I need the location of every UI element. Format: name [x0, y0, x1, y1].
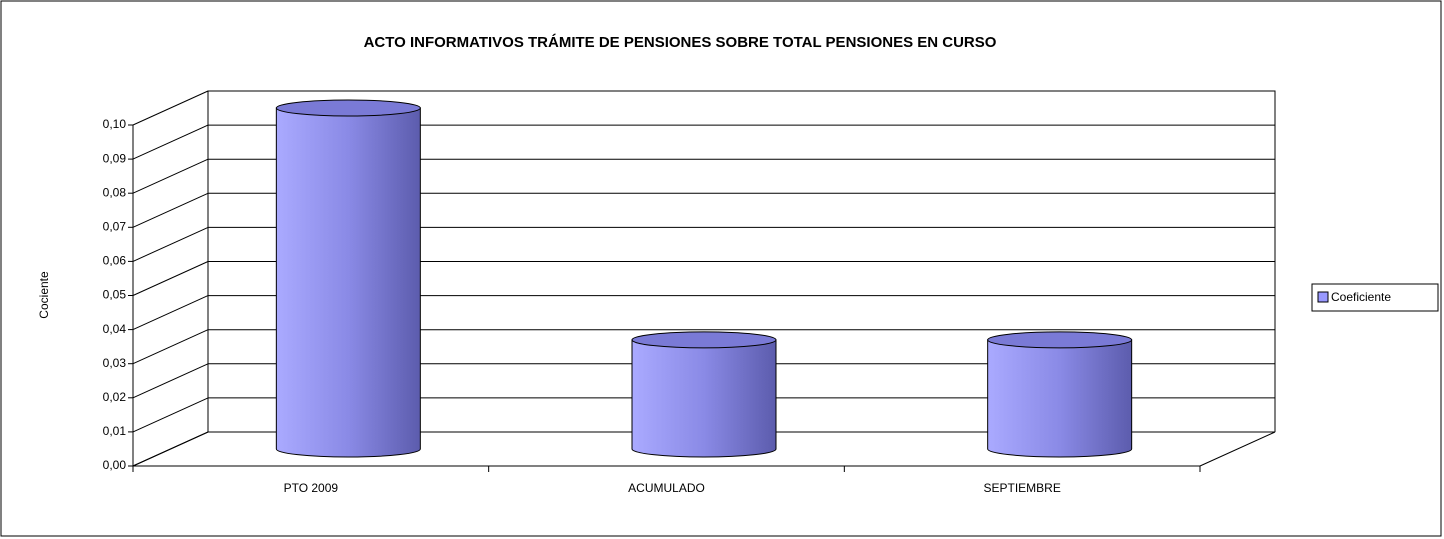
- grid-line-side: [132, 397, 209, 433]
- grid-line-side: [132, 158, 209, 194]
- legend-box: [1311, 283, 1439, 312]
- grid-line-side: [132, 192, 209, 228]
- y-tick-label: 0,00: [103, 458, 127, 472]
- cylinder-body: [987, 339, 1133, 458]
- x-tick-label: ACUMULADO: [628, 481, 705, 495]
- y-tick-label: 0,04: [103, 322, 127, 336]
- grid-line-side: [132, 431, 209, 467]
- grid-line-side: [132, 90, 209, 126]
- grid-line-side: [132, 329, 209, 365]
- grid-line-side: [132, 124, 209, 160]
- cylinder-body: [631, 339, 777, 458]
- y-tick-label: 0,05: [103, 288, 127, 302]
- y-tick-label: 0,09: [103, 151, 127, 165]
- grid-line-side: [132, 261, 209, 296]
- y-axis-title: Cociente: [37, 271, 51, 319]
- y-tick-label: 0,10: [103, 117, 127, 131]
- y-tick-label: 0,02: [103, 390, 127, 404]
- y-tick-label: 0,06: [103, 254, 127, 268]
- cylinder-body: [275, 107, 421, 458]
- chart-title: ACTO INFORMATIVOS TRÁMITE DE PENSIONES S…: [364, 34, 997, 51]
- y-tick-label: 0,03: [103, 356, 127, 370]
- grid-line-side: [132, 363, 209, 399]
- grid-line-side: [132, 226, 209, 262]
- legend-swatch: [1317, 291, 1329, 303]
- y-tick-label: 0,08: [103, 185, 127, 199]
- legend-label: Coeficiente: [1331, 290, 1391, 304]
- grid-line-side: [132, 295, 209, 331]
- x-tick-label: PTO 2009: [284, 481, 339, 495]
- cylinder-top: [275, 99, 421, 117]
- x-tick-label: SEPTIEMBRE: [983, 481, 1060, 495]
- y-tick-label: 0,01: [103, 424, 127, 438]
- y-tick-label: 0,07: [103, 219, 127, 233]
- cylinder-top: [987, 331, 1133, 349]
- cylinder-top: [631, 331, 777, 349]
